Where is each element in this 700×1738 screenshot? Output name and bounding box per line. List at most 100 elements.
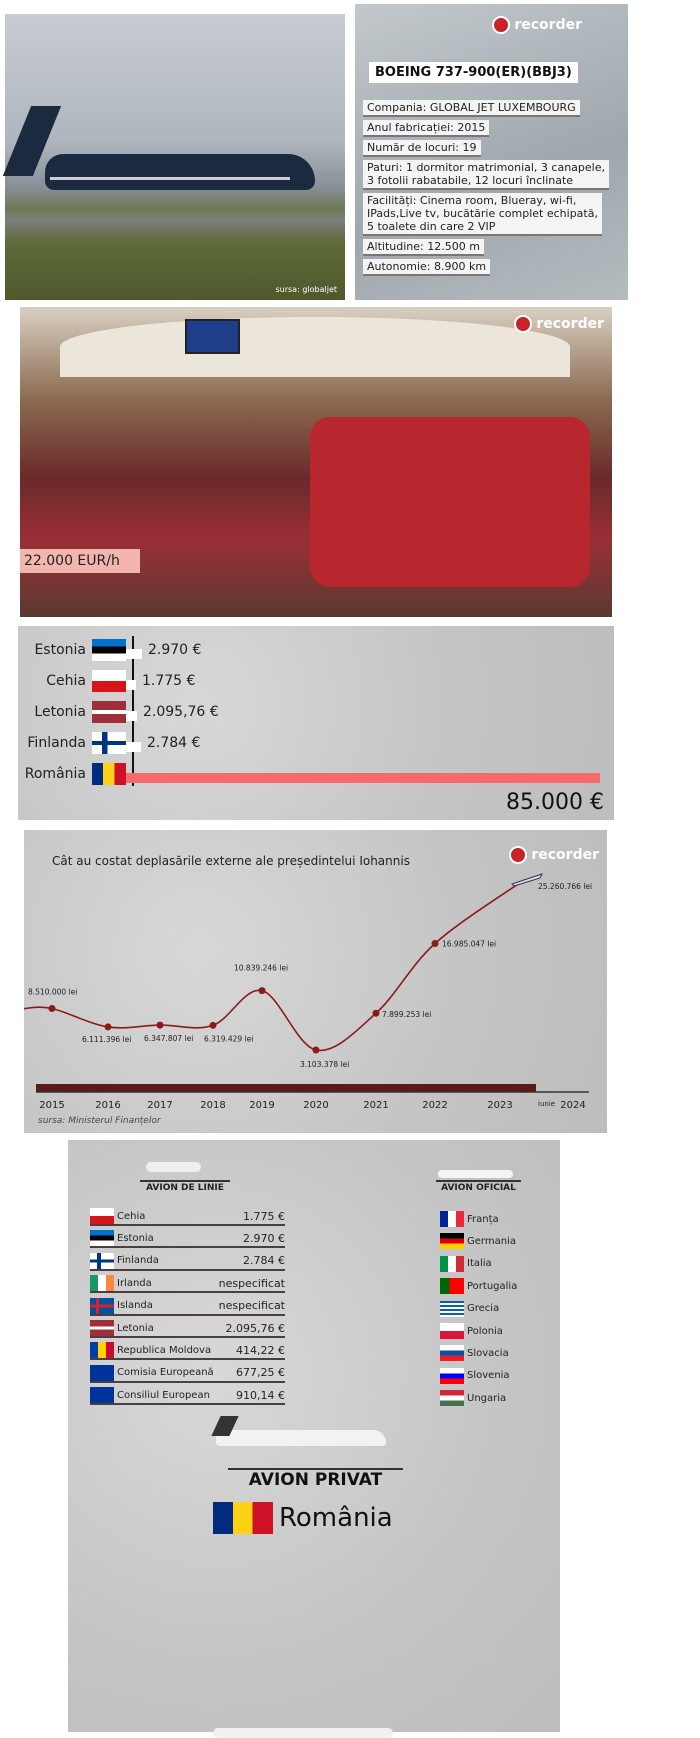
data-point	[104, 1023, 112, 1031]
data-label: 7.899.253 lei	[382, 1010, 431, 1019]
cost: 2.784 €	[243, 1254, 285, 1268]
bar-category: Cehia	[46, 673, 86, 689]
country: Islanda	[117, 1300, 153, 1312]
data-point	[156, 1021, 164, 1029]
flag-eu	[90, 1364, 114, 1381]
cost: 414,22 €	[236, 1343, 285, 1357]
photo-source: sursa: globaljet	[275, 285, 337, 294]
airliner-row: Letonia 2.095,76 €	[90, 1320, 285, 1338]
private-country: România	[213, 1502, 393, 1534]
cost: 1.775 €	[243, 1209, 285, 1223]
price-per-hour: 22.000 EUR/h	[20, 549, 140, 573]
bar-row: România	[18, 762, 600, 786]
official-row: Slovacia	[440, 1344, 509, 1362]
x-tick-label: 2017	[147, 1100, 172, 1111]
bar-row: Cehia 1.775 €	[18, 669, 195, 693]
recorder-logo: recorder	[492, 16, 582, 34]
official-row: Germania	[440, 1232, 516, 1250]
country: Portugalia	[467, 1280, 518, 1292]
chart-title: Cât au costat deplasările externe ale pr…	[52, 854, 410, 868]
bar-row: Letonia 2.095,76 €	[18, 700, 219, 724]
plane-photo: sursa: globaljet	[2, 14, 345, 300]
data-label: 25.260.766 lei	[538, 882, 592, 891]
airliner-icon	[146, 1162, 201, 1172]
flag-ro	[213, 1502, 273, 1534]
bar-value: 1.775 €	[142, 673, 196, 689]
spec-row: Compania: GLOBAL JET LUXEMBOURG	[363, 100, 580, 117]
airliner-header: AVION DE LINIE	[140, 1180, 230, 1193]
flag-pl	[440, 1323, 464, 1339]
spec-row: Altitudine: 12.500 m	[363, 239, 484, 256]
country: Germania	[467, 1235, 516, 1247]
airliner-row: Consiliul European 910,14 €	[90, 1387, 285, 1406]
record-dot-icon	[514, 315, 533, 333]
official-header: AVION OFICIAL	[436, 1180, 521, 1193]
flag-fi	[92, 732, 126, 754]
data-point	[431, 939, 439, 947]
cost: 2.970 €	[243, 1231, 285, 1245]
private-header: AVION PRIVAT	[228, 1468, 403, 1490]
country: Republica Moldova	[117, 1344, 212, 1356]
record-dot-icon	[509, 846, 528, 864]
cabin-screen	[185, 319, 240, 354]
bar-row: Finlanda 2.784 €	[18, 731, 200, 755]
country: Slovacia	[467, 1347, 509, 1359]
data-label: 16.985.047 lei	[442, 939, 496, 948]
recorder-logo: recorder	[509, 846, 599, 864]
country: Italia	[467, 1258, 492, 1270]
plane-body	[45, 154, 315, 190]
data-label: 6.347.807 lei	[144, 1034, 193, 1043]
bar-category: Finlanda	[27, 735, 86, 751]
flag-de	[440, 1233, 464, 1250]
spec-row: Număr de locuri: 19	[363, 140, 481, 157]
flag-lv	[90, 1320, 114, 1336]
x-tick-label: 2024	[560, 1100, 585, 1111]
spec-list: Compania: GLOBAL JET LUXEMBOURG Anul fabr…	[363, 100, 609, 279]
x-tick-label: 2021	[363, 1100, 388, 1111]
x-tick-label: 2019	[249, 1100, 274, 1111]
data-point	[312, 1046, 320, 1054]
airliner-row: Islanda nespecificat	[90, 1297, 285, 1316]
flag-cz	[92, 670, 126, 692]
flag-cz	[90, 1208, 114, 1224]
bar-category: Estonia	[34, 642, 86, 658]
bar-value: 2.095,76 €	[143, 704, 219, 720]
airliner-row: Republica Moldova 414,22 €	[90, 1342, 285, 1361]
bar	[126, 742, 141, 752]
bar	[126, 773, 600, 783]
logo-text: recorder	[536, 316, 604, 332]
country: Finlanda	[117, 1255, 159, 1267]
x-tick-label: 2023	[487, 1100, 512, 1111]
x-tick-label: 2018	[200, 1100, 225, 1111]
flag-lv	[92, 701, 126, 723]
flag-fr	[440, 1211, 464, 1227]
record-dot-icon	[492, 16, 511, 34]
data-point	[372, 1009, 380, 1017]
line-chart-svg: 8.510.000 lei 6.111.396 lei 6.347.807 lei 6…	[24, 873, 592, 1111]
airliner-row: Finlanda 2.784 €	[90, 1252, 285, 1271]
country: Comisia Europeană	[117, 1367, 214, 1379]
flag-fi	[90, 1252, 114, 1269]
bar-category: România	[24, 766, 86, 782]
official-row: Slovenia	[440, 1367, 510, 1385]
flag-ie	[90, 1275, 114, 1292]
bar-value: 2.784 €	[147, 735, 201, 751]
data-label: 6.319.429 lei	[204, 1034, 253, 1043]
official-row: Grecia	[440, 1300, 499, 1318]
flag-it	[440, 1255, 464, 1272]
cost: 677,25 €	[236, 1366, 285, 1380]
interior-photo: recorder 22.000 EUR/h	[20, 307, 612, 617]
official-row: Italia	[440, 1255, 492, 1273]
spec-row: Paturi: 1 dormitor matrimonial, 3 canape…	[363, 160, 609, 190]
airliner-row: Estonia 2.970 €	[90, 1230, 285, 1249]
country: Franța	[467, 1213, 499, 1225]
plane-model-title: BOEING 737-900(ER)(BBJ3)	[369, 62, 578, 83]
data-label: 3.103.378 lei	[300, 1060, 349, 1069]
x-tick-label: 2022	[422, 1100, 447, 1111]
travel-cost-line-chart: Cât au costat deplasările externe ale pr…	[24, 830, 607, 1133]
flag-ee	[90, 1230, 114, 1247]
cost-bar-chart: Estonia 2.970 € Cehia 1.775 € Letonia 2.095,7…	[18, 626, 614, 820]
flag-pt	[440, 1278, 464, 1295]
data-point	[48, 1005, 56, 1013]
flag-ee	[92, 639, 126, 661]
